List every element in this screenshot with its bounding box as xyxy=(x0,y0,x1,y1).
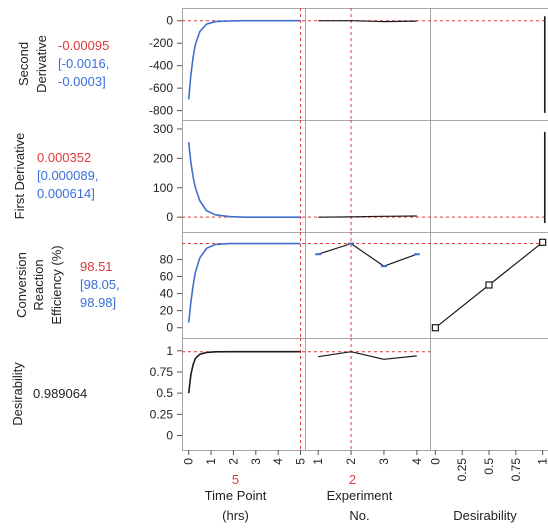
x-axis-label: Experiment xyxy=(327,488,393,503)
y-tick-label: 60 xyxy=(160,269,174,283)
profile-curve-time xyxy=(187,19,301,100)
x-tick-label: 0 xyxy=(428,458,442,465)
desirability-handle xyxy=(485,281,493,289)
x-tick-label: 3 xyxy=(377,458,391,465)
plot-panel xyxy=(182,232,306,339)
y-tick-label: 80 xyxy=(160,252,174,266)
response-label: Efficiency (%) xyxy=(49,245,64,324)
x-tick-label: 3 xyxy=(249,458,263,465)
y-tick-label: 200 xyxy=(153,151,173,165)
confidence-interval: 98.98] xyxy=(80,295,116,310)
y-tick-label: 0.5 xyxy=(156,386,173,400)
factor-current-value: 5 xyxy=(232,472,239,487)
y-tick-label: 0 xyxy=(166,321,173,335)
plot-panel xyxy=(430,120,548,233)
x-tick-label: 2 xyxy=(344,458,358,465)
x-axis-label: No. xyxy=(349,508,369,523)
y-tick-label: 100 xyxy=(153,181,173,195)
profile-curve-time xyxy=(187,142,301,218)
x-tick-label: 0.5 xyxy=(482,458,496,475)
y-tick-label: 1 xyxy=(166,344,173,358)
x-tick-label: 1 xyxy=(204,458,218,465)
x-axis-label: Desirability xyxy=(453,508,517,523)
response-label: Conversion xyxy=(14,252,29,318)
plot-panel xyxy=(182,120,306,233)
predicted-value: -0.00095 xyxy=(58,38,109,53)
profile-curve-experiment xyxy=(318,20,417,23)
plot-panel xyxy=(305,232,431,339)
y-tick-label: 20 xyxy=(160,304,174,318)
plot-panel xyxy=(305,8,431,121)
plot-panel xyxy=(430,8,548,121)
y-tick-label: -800 xyxy=(149,104,173,118)
confidence-interval: [-0.0016, xyxy=(58,56,109,71)
predicted-value: 0.000352 xyxy=(37,150,91,165)
profile-curve-experiment xyxy=(318,215,417,218)
y-tick-label: -400 xyxy=(149,59,173,73)
response-label: Derivative xyxy=(34,35,49,93)
plot-panel xyxy=(182,8,306,121)
y-tick-label: 300 xyxy=(153,122,173,136)
y-tick-label: -600 xyxy=(149,81,173,95)
predicted-value: 98.51 xyxy=(80,259,113,274)
profile-curve-time xyxy=(187,350,301,394)
plot-panel xyxy=(182,338,306,451)
x-tick-label: 5 xyxy=(294,458,308,465)
x-axis-label: Time Point xyxy=(205,488,267,503)
x-tick-label: 4 xyxy=(271,458,285,465)
y-tick-label: 0 xyxy=(166,210,173,224)
response-label: Desirability xyxy=(10,362,25,426)
y-tick-label: -200 xyxy=(149,36,173,50)
y-tick-label: 0.75 xyxy=(150,365,174,379)
y-tick-label: 0 xyxy=(166,14,173,28)
confidence-interval: -0.0003] xyxy=(58,74,106,89)
x-tick-label: 1 xyxy=(536,458,548,465)
x-tick-label: 2 xyxy=(226,458,240,465)
profile-curve-experiment xyxy=(318,351,417,360)
x-tick-label: 4 xyxy=(410,458,424,465)
response-label: First Derivative xyxy=(12,133,27,220)
confidence-interval: [98.05, xyxy=(80,277,120,292)
profile-curve-experiment xyxy=(318,242,418,267)
confidence-interval: [0.000089, xyxy=(37,168,98,183)
factor-current-value: 2 xyxy=(349,472,356,487)
plot-panel xyxy=(430,338,548,451)
desirability-handle xyxy=(431,324,439,332)
x-tick-label: 0 xyxy=(182,458,196,465)
y-tick-label: 0.25 xyxy=(150,407,174,421)
y-tick-label: 0 xyxy=(166,429,173,443)
predicted-value: 0.989064 xyxy=(33,386,87,401)
response-label: Second xyxy=(16,42,31,86)
desirability-handle xyxy=(539,238,547,246)
x-tick-label: 0.25 xyxy=(455,458,469,482)
x-tick-label: 1 xyxy=(311,458,325,465)
y-tick-label: 40 xyxy=(160,287,174,301)
x-tick-label: 0.75 xyxy=(509,458,523,482)
response-label: Reaction xyxy=(31,259,46,310)
x-axis-label: (hrs) xyxy=(222,508,249,523)
confidence-interval: 0.000614] xyxy=(37,186,95,201)
profile-curve-time xyxy=(187,242,301,323)
